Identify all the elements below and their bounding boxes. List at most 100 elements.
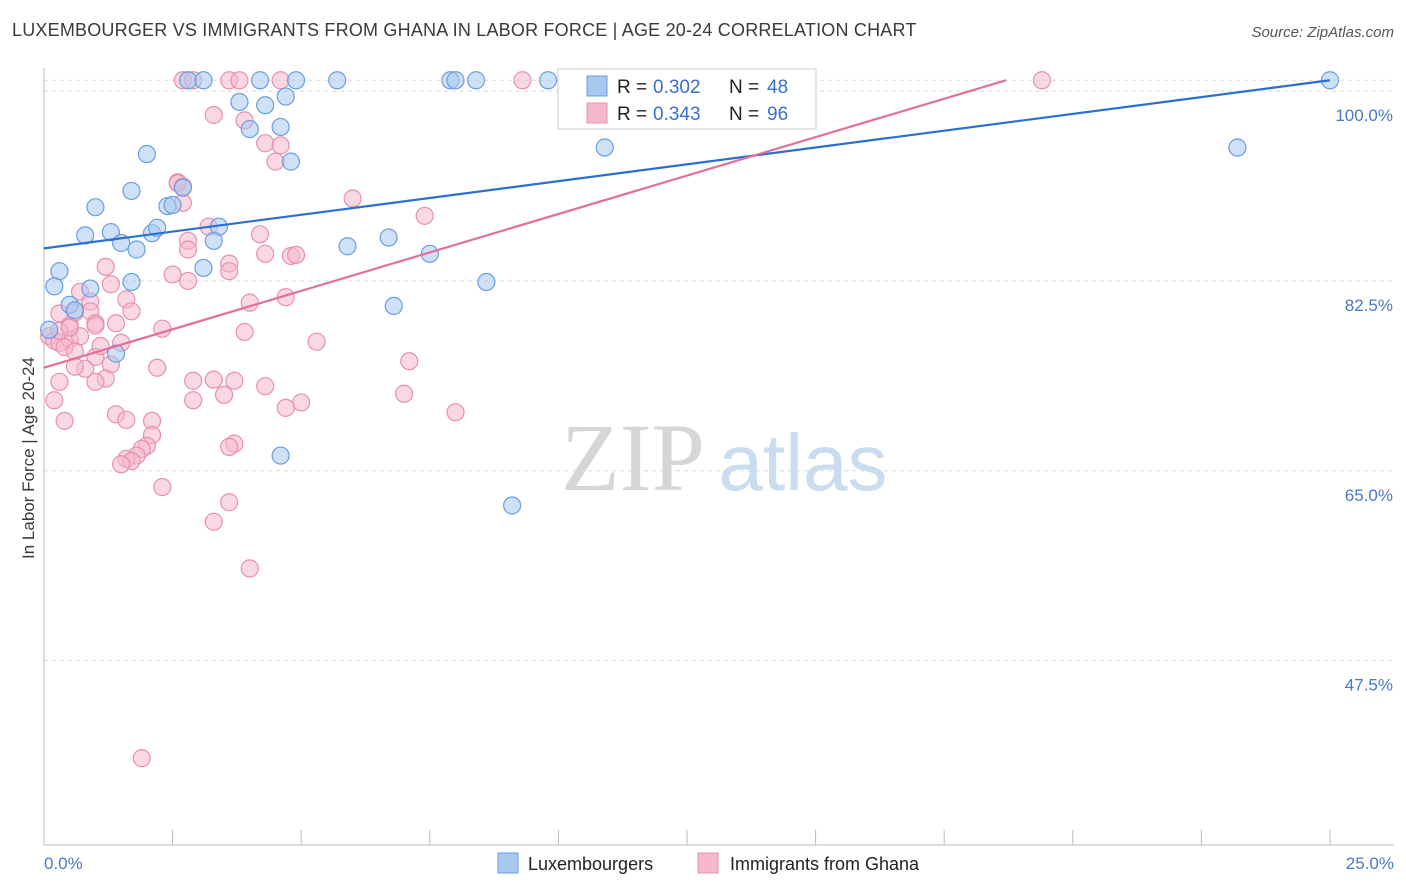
luxembourger-point <box>127 240 146 259</box>
luxembourger-point <box>384 296 403 315</box>
ghana-point <box>117 410 136 429</box>
luxembourger-point <box>1228 138 1247 157</box>
ghana-trend-line <box>43 79 1007 369</box>
ghana-point <box>1032 71 1052 90</box>
ghana-point <box>45 391 64 410</box>
ghana-point <box>292 393 311 412</box>
ghana-point <box>256 377 275 396</box>
luxembourger-point <box>50 262 69 281</box>
ghana-point <box>271 71 290 90</box>
axes: 0.0% 25.0% In Labor Force | Age 20-24 <box>19 68 1394 873</box>
luxembourger-point <box>240 119 259 139</box>
ghana-point <box>415 206 434 225</box>
ghana-point <box>256 244 275 263</box>
ghana-point <box>178 240 198 259</box>
ghana-point <box>286 245 306 265</box>
source-label: Source: ZipAtlas.com <box>1251 24 1394 41</box>
ghana-point <box>148 358 167 377</box>
legend-swatch <box>586 102 608 124</box>
ghana-point <box>204 105 223 125</box>
ghana-point <box>220 493 239 512</box>
watermark: ZIP atlas <box>561 404 887 511</box>
luxembourger-trend-line <box>43 79 1331 250</box>
ghana-point <box>101 275 120 294</box>
legend-series: Luxembourgers Immigrants from Ghana <box>497 852 920 874</box>
trend-lines <box>43 79 1331 369</box>
luxembourger-point <box>40 320 59 339</box>
ghana-point <box>122 302 141 321</box>
luxembourger-point <box>271 446 290 465</box>
ghana-point <box>153 477 172 497</box>
ghana-point <box>204 512 223 531</box>
luxembourger-point <box>86 198 105 217</box>
series-legend-swatch <box>697 852 719 874</box>
luxembourger-point <box>466 71 486 90</box>
legend-n-value: 48 <box>767 77 788 98</box>
ghana-point <box>86 316 105 335</box>
luxembourger-point <box>503 496 522 515</box>
luxembourger-point <box>250 71 270 90</box>
ghana-points <box>40 71 1052 768</box>
luxembourger-point <box>539 71 558 90</box>
ghana-point <box>256 134 275 153</box>
x-tick-label-min: 0.0% <box>44 854 83 873</box>
ghana-point <box>343 189 362 208</box>
ghana-point <box>184 371 203 390</box>
ghana-point <box>446 403 465 422</box>
luxembourger-point <box>271 117 290 137</box>
ghana-point <box>271 136 290 155</box>
luxembourger-point <box>286 71 306 90</box>
luxembourger-point <box>65 301 84 320</box>
luxembourger-point <box>163 195 182 215</box>
luxembourger-point <box>276 87 295 106</box>
luxembourger-point <box>45 277 64 296</box>
legend-stats: R = 0.302 N = 48 R = 0.343 N = 96 <box>557 68 817 130</box>
y-tick-label: 47.5% <box>1345 676 1393 695</box>
y-tick-label: 65.0% <box>1345 486 1393 505</box>
watermark-zip: ZIP <box>561 404 705 511</box>
series-legend-swatch <box>497 852 519 874</box>
luxembourger-point <box>194 258 213 278</box>
ghana-point <box>276 398 295 417</box>
luxembourger-point <box>204 231 223 250</box>
ghana-point <box>307 332 326 351</box>
luxembourger-point <box>256 96 275 115</box>
ghana-point <box>235 322 254 342</box>
ghana-point <box>204 370 223 389</box>
luxembourger-point <box>379 228 398 247</box>
luxembourger-points <box>40 71 1340 515</box>
luxembourger-point <box>338 237 357 256</box>
ghana-point <box>112 455 131 474</box>
legend-n-label: N = <box>729 104 759 125</box>
grid: 47.5% 65.0% 82.5% 100.0% <box>44 79 1394 695</box>
y-tick-label: 82.5% <box>1345 296 1393 315</box>
y-tick-label: 100.0% <box>1335 106 1393 125</box>
ghana-point <box>250 225 270 244</box>
legend-swatch <box>586 75 608 97</box>
legend-r-value: 0.302 <box>653 77 701 98</box>
luxembourger-point <box>230 92 249 112</box>
ghana-point <box>96 257 115 276</box>
ghana-point <box>220 262 239 281</box>
luxembourger-point <box>137 144 156 164</box>
luxembourger-point <box>173 178 192 197</box>
ghana-point <box>394 384 414 403</box>
legend-r-value: 0.343 <box>653 104 701 125</box>
ghana-point <box>132 749 151 768</box>
watermark-atlas: atlas <box>719 418 888 507</box>
legend-n-value: 96 <box>767 104 788 125</box>
legend-r-label: R = <box>617 104 647 125</box>
ghana-point <box>106 314 126 333</box>
ghana-point <box>50 372 69 391</box>
luxembourger-point <box>446 71 465 90</box>
luxembourger-point <box>595 138 614 157</box>
ghana-point <box>400 352 419 371</box>
legend-r-label: R = <box>617 77 647 98</box>
ghana-point <box>184 391 203 410</box>
ghana-point <box>240 559 259 578</box>
luxembourger-point <box>281 152 301 171</box>
ghana-point <box>220 437 239 457</box>
y-axis-label: In Labor Force | Age 20-24 <box>19 357 38 559</box>
ghana-point <box>163 265 182 284</box>
